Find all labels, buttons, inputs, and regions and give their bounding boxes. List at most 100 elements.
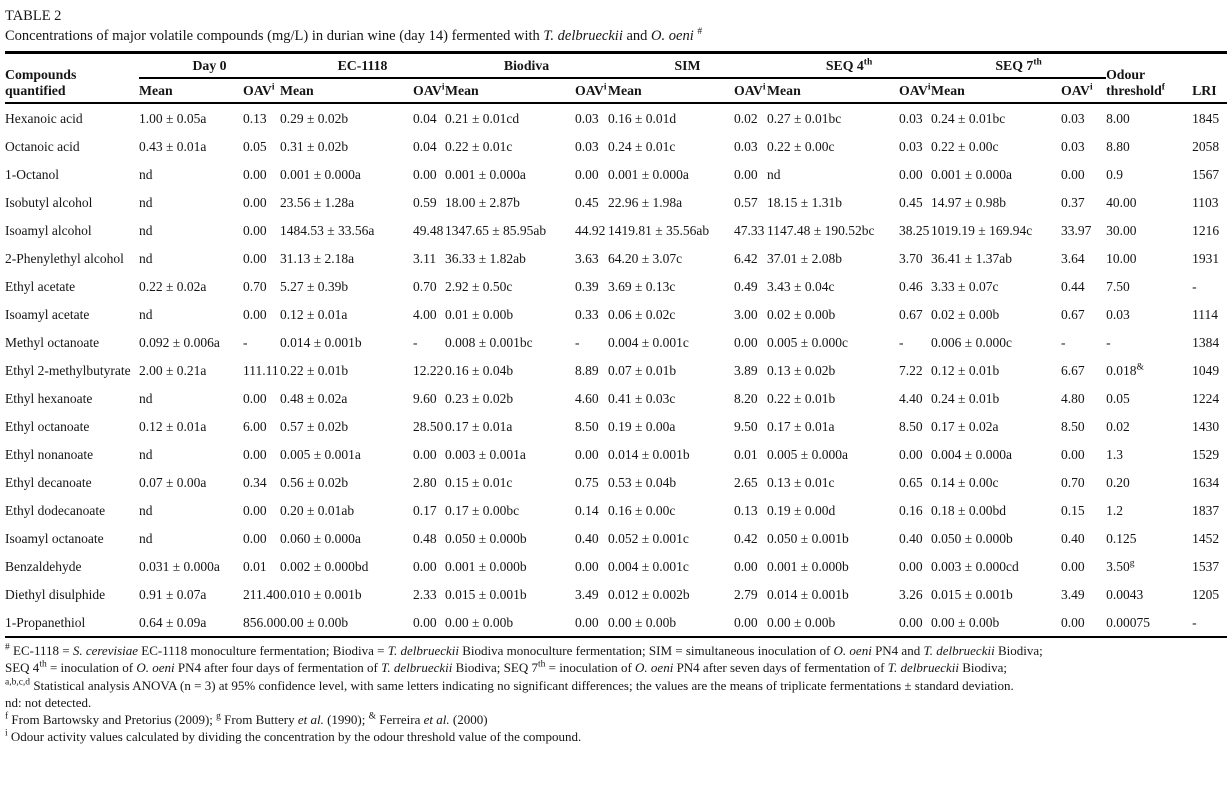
data-cell: 0.16 ± 0.01d — [608, 110, 677, 126]
data-cell: 0.20 ± 0.01ab — [280, 502, 355, 518]
table-row: Ethyl nonanoate nd 0.00 0.005 ± 0.001a 0.00 0… — [5, 440, 1227, 468]
data-cell: 3.11 — [413, 250, 437, 266]
footnote-line: SEQ 4th = inoculation of O. oeni PN4 aft… — [5, 659, 1008, 676]
oav-header: OAVi — [899, 78, 932, 104]
data-cell: 4.40 — [899, 390, 923, 406]
data-cell: 0.57 — [734, 194, 758, 210]
data-cell: 0.40 — [899, 530, 923, 546]
data-cell: nd — [139, 194, 153, 210]
data-cell: nd — [139, 446, 153, 462]
group-header-sim: SIM — [608, 52, 768, 79]
compound-name: Ethyl dodecanoate — [5, 502, 106, 518]
table-row: Benzaldehyde 0.031 ± 0.000a 0.01 0.002 ± 0.… — [5, 552, 1227, 580]
data-cell: 0.050 ± 0.000b — [931, 530, 1013, 546]
data-cell: 0.00 — [413, 166, 437, 182]
data-cell: 3.89 — [734, 362, 758, 378]
data-cell: 0.22 ± 0.01c — [445, 138, 513, 154]
compound-name: Diethyl disulphide — [5, 586, 106, 602]
data-cell: 0.34 — [243, 474, 267, 490]
footnote-line: i Odour activity values calculated by di… — [5, 729, 582, 745]
compound-name: Benzaldehyde — [5, 558, 82, 574]
data-cell: 0.33 — [575, 306, 599, 322]
data-cell: 0.24 ± 0.01bc — [931, 110, 1006, 126]
data-cell: 0.00 — [575, 166, 599, 182]
data-cell: 0.67 — [1061, 306, 1085, 322]
data-cell: 0.005 ± 0.000a — [767, 446, 848, 462]
data-cell: 0.0043 — [1106, 586, 1144, 602]
data-cell: 1205 — [1192, 586, 1220, 602]
data-cell: 0.010 ± 0.001b — [280, 586, 362, 602]
data-cell: 0.12 ± 0.01a — [139, 418, 207, 434]
data-cell: 0.018& — [1106, 362, 1144, 378]
data-cell: 0.03 — [899, 110, 923, 126]
data-cell: 0.65 — [899, 474, 923, 490]
data-cell: 22.96 ± 1.98a — [608, 194, 683, 210]
oav-header: OAVi — [413, 78, 446, 104]
group-header-seq4: SEQ 4th — [767, 52, 932, 79]
data-cell: 0.24 ± 0.01b — [931, 390, 1000, 406]
data-cell: 2.00 ± 0.21a — [139, 362, 207, 378]
data-cell: 3.50g — [1106, 558, 1135, 574]
data-cell: 6.42 — [734, 250, 758, 266]
data-cell: 1529 — [1192, 446, 1220, 462]
data-cell: 0.12 ± 0.01a — [280, 306, 348, 322]
data-cell: 0.22 ± 0.00c — [931, 138, 999, 154]
data-cell: 7.22 — [899, 362, 923, 378]
data-cell: 0.19 ± 0.00d — [767, 502, 836, 518]
data-cell: 0.00 — [734, 558, 758, 574]
data-cell: 7.50 — [1106, 278, 1130, 294]
data-cell: 0.02 ± 0.00b — [931, 306, 1000, 322]
data-cell: 0.005 ± 0.000c — [767, 334, 848, 350]
odour-threshold-header-line2: thresholdf — [1106, 82, 1165, 98]
data-cell: 0.27 ± 0.01bc — [767, 110, 842, 126]
compound-name: Octanoic acid — [5, 138, 80, 154]
data-cell: 0.092 ± 0.006a — [139, 334, 220, 350]
data-cell: 1931 — [1192, 250, 1220, 266]
data-cell: 5.27 ± 0.39b — [280, 278, 349, 294]
data-cell: 0.46 — [899, 278, 923, 294]
data-cell: 0.03 — [1061, 138, 1085, 154]
data-cell: nd — [139, 390, 153, 406]
data-cell: 1.00 ± 0.05a — [139, 110, 207, 126]
compound-name: 1-Propanethiol — [5, 608, 139, 638]
data-cell: 0.53 ± 0.04b — [608, 474, 677, 490]
data-cell: 0.060 ± 0.000a — [280, 530, 361, 546]
data-cell: 0.48 — [413, 530, 437, 546]
data-cell: 64.20 ± 3.07c — [608, 250, 683, 266]
data-cell: 0.00 ± 0.00b — [767, 608, 900, 638]
data-cell: 1634 — [1192, 474, 1220, 490]
data-cell: nd — [139, 166, 153, 182]
group-header-biodiva: Biodiva — [445, 52, 609, 79]
footnote-line: nd: not detected. — [5, 694, 92, 710]
data-cell: 0.00 — [1061, 558, 1085, 574]
data-cell: 0.00 — [899, 558, 923, 574]
data-cell: 1837 — [1192, 502, 1220, 518]
data-cell: 1216 — [1192, 222, 1220, 238]
data-cell: 3.64 — [1061, 250, 1085, 266]
data-cell: 0.57 ± 0.02b — [280, 418, 349, 434]
data-cell: 12.22 — [413, 362, 444, 378]
data-cell: nd — [139, 502, 153, 518]
data-cell: 8.00 — [1106, 110, 1130, 126]
data-cell: 0.012 ± 0.002b — [608, 586, 690, 602]
data-cell: - — [413, 334, 418, 350]
data-cell: 1347.65 ± 85.95ab — [445, 222, 547, 238]
data-cell: 0.001 ± 0.000a — [445, 166, 526, 182]
compound-name: Ethyl acetate — [5, 278, 76, 294]
compounds-header-line2: quantified — [5, 83, 66, 98]
oav-header: OAVi — [243, 78, 281, 104]
data-cell: 0.004 ± 0.001c — [608, 334, 689, 350]
data-cell: 1484.53 ± 33.56a — [280, 222, 375, 238]
data-cell: 1.3 — [1106, 446, 1123, 462]
data-cell: 36.33 ± 1.82ab — [445, 250, 526, 266]
data-cell: 3.63 — [575, 250, 599, 266]
data-cell: 0.40 — [575, 530, 599, 546]
compound-name: Isoamyl alcohol — [5, 222, 92, 238]
data-cell: - — [1106, 334, 1111, 350]
data-cell: 0.05 — [1106, 390, 1130, 406]
data-cell: 0.15 ± 0.01c — [445, 474, 513, 490]
data-cell: 0.22 ± 0.00c — [767, 138, 835, 154]
data-cell: 0.00 — [575, 608, 609, 638]
data-cell: 0.05 — [243, 138, 267, 154]
data-cell: 1419.81 ± 35.56ab — [608, 222, 710, 238]
